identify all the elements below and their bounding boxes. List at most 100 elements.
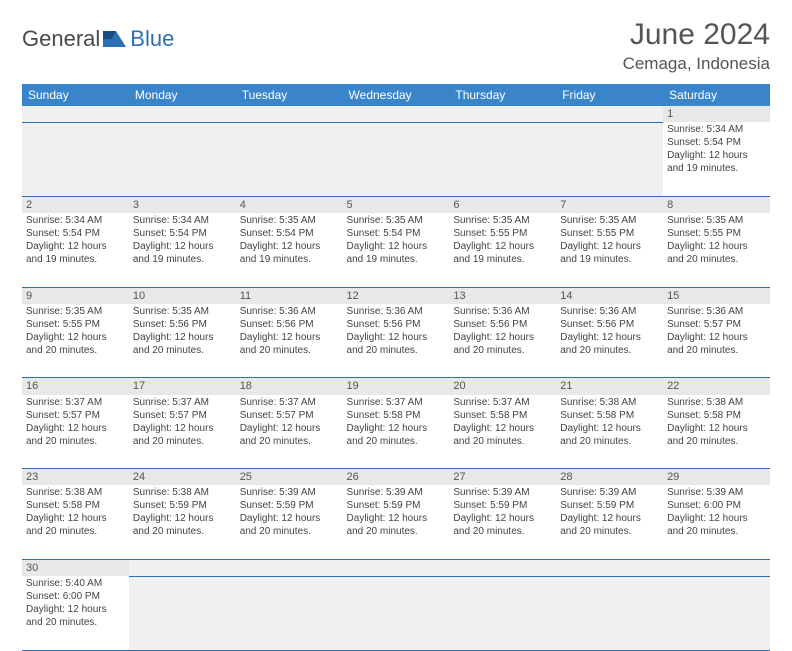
cell-line: Daylight: 12 hours — [560, 422, 659, 435]
cell-line: Daylight: 12 hours — [560, 240, 659, 253]
cell-line: Daylight: 12 hours — [240, 512, 339, 525]
cell-line: Daylight: 12 hours — [667, 512, 766, 525]
cell-line: and 19 minutes. — [667, 162, 766, 175]
cell-line: Sunset: 5:56 PM — [133, 318, 232, 331]
daynum-row: 30 — [22, 559, 770, 576]
cell-line: and 20 minutes. — [26, 616, 125, 629]
cell-line: Sunrise: 5:37 AM — [453, 396, 552, 409]
daynum-row: 1 — [22, 106, 770, 122]
day-cell: Sunrise: 5:40 AMSunset: 6:00 PMDaylight:… — [22, 576, 129, 650]
day-number — [129, 559, 236, 576]
cell-line: and 20 minutes. — [453, 435, 552, 448]
cell-line: Sunrise: 5:36 AM — [347, 305, 446, 318]
logo-text-a: General — [22, 26, 100, 52]
header: General Blue June 2024 Cemaga, Indonesia — [22, 18, 770, 74]
cell-line: Sunrise: 5:39 AM — [240, 486, 339, 499]
logo: General Blue — [22, 26, 174, 52]
week-row: Sunrise: 5:40 AMSunset: 6:00 PMDaylight:… — [22, 576, 770, 650]
day-cell: Sunrise: 5:39 AMSunset: 6:00 PMDaylight:… — [663, 485, 770, 559]
cell-line: Daylight: 12 hours — [347, 240, 446, 253]
day-header: Tuesday — [236, 84, 343, 106]
day-number: 25 — [236, 469, 343, 486]
day-cell — [556, 576, 663, 650]
cell-line: Daylight: 12 hours — [453, 512, 552, 525]
cell-line: Sunset: 5:55 PM — [453, 227, 552, 240]
cell-line: and 20 minutes. — [240, 525, 339, 538]
cell-line: Daylight: 12 hours — [347, 422, 446, 435]
day-cell: Sunrise: 5:39 AMSunset: 5:59 PMDaylight:… — [236, 485, 343, 559]
cell-line: Sunrise: 5:36 AM — [667, 305, 766, 318]
cell-line: and 19 minutes. — [133, 253, 232, 266]
day-number: 18 — [236, 378, 343, 395]
day-header: Wednesday — [343, 84, 450, 106]
cell-line: Daylight: 12 hours — [240, 331, 339, 344]
day-number — [449, 559, 556, 576]
day-number: 7 — [556, 196, 663, 213]
day-cell: Sunrise: 5:34 AMSunset: 5:54 PMDaylight:… — [129, 213, 236, 287]
cell-line: Sunset: 5:56 PM — [240, 318, 339, 331]
day-cell: Sunrise: 5:39 AMSunset: 5:59 PMDaylight:… — [343, 485, 450, 559]
day-number: 28 — [556, 469, 663, 486]
cell-line: Sunrise: 5:35 AM — [453, 214, 552, 227]
cell-line: Sunset: 5:59 PM — [560, 499, 659, 512]
cell-line: Sunrise: 5:37 AM — [133, 396, 232, 409]
week-row: Sunrise: 5:34 AMSunset: 5:54 PMDaylight:… — [22, 213, 770, 287]
cell-line: Daylight: 12 hours — [26, 331, 125, 344]
day-cell: Sunrise: 5:36 AMSunset: 5:56 PMDaylight:… — [556, 304, 663, 378]
day-cell: Sunrise: 5:39 AMSunset: 5:59 PMDaylight:… — [556, 485, 663, 559]
day-number: 15 — [663, 287, 770, 304]
cell-line: Sunset: 5:54 PM — [133, 227, 232, 240]
day-cell — [236, 122, 343, 196]
cell-line: and 20 minutes. — [133, 435, 232, 448]
day-header: Monday — [129, 84, 236, 106]
cell-line: and 20 minutes. — [133, 525, 232, 538]
day-cell: Sunrise: 5:35 AMSunset: 5:55 PMDaylight:… — [22, 304, 129, 378]
cell-line: Sunset: 5:56 PM — [560, 318, 659, 331]
daynum-row: 9101112131415 — [22, 287, 770, 304]
day-header: Thursday — [449, 84, 556, 106]
cell-line: and 20 minutes. — [240, 344, 339, 357]
cell-line: Sunset: 5:55 PM — [560, 227, 659, 240]
day-cell: Sunrise: 5:37 AMSunset: 5:57 PMDaylight:… — [22, 395, 129, 469]
cell-line: Daylight: 12 hours — [26, 422, 125, 435]
cell-line: and 20 minutes. — [667, 253, 766, 266]
cell-line: Sunset: 5:57 PM — [667, 318, 766, 331]
day-number: 24 — [129, 469, 236, 486]
cell-line: Daylight: 12 hours — [240, 240, 339, 253]
cell-line: Sunrise: 5:35 AM — [26, 305, 125, 318]
day-number: 16 — [22, 378, 129, 395]
day-cell: Sunrise: 5:38 AMSunset: 5:59 PMDaylight:… — [129, 485, 236, 559]
day-number: 27 — [449, 469, 556, 486]
day-cell: Sunrise: 5:35 AMSunset: 5:54 PMDaylight:… — [236, 213, 343, 287]
cell-line: Sunrise: 5:39 AM — [667, 486, 766, 499]
cell-line: Daylight: 12 hours — [133, 512, 232, 525]
day-cell — [556, 122, 663, 196]
day-cell: Sunrise: 5:38 AMSunset: 5:58 PMDaylight:… — [663, 395, 770, 469]
day-cell: Sunrise: 5:36 AMSunset: 5:56 PMDaylight:… — [449, 304, 556, 378]
cell-line: Sunset: 5:57 PM — [240, 409, 339, 422]
cell-line: Sunrise: 5:39 AM — [453, 486, 552, 499]
day-number — [343, 559, 450, 576]
day-cell: Sunrise: 5:35 AMSunset: 5:55 PMDaylight:… — [556, 213, 663, 287]
day-number: 3 — [129, 196, 236, 213]
day-number — [22, 106, 129, 122]
cell-line: and 19 minutes. — [453, 253, 552, 266]
cell-line: and 20 minutes. — [453, 344, 552, 357]
cell-line: Sunrise: 5:36 AM — [453, 305, 552, 318]
day-number: 4 — [236, 196, 343, 213]
day-cell: Sunrise: 5:35 AMSunset: 5:56 PMDaylight:… — [129, 304, 236, 378]
cell-line: Daylight: 12 hours — [347, 331, 446, 344]
flag-icon — [102, 29, 128, 49]
day-number: 29 — [663, 469, 770, 486]
cell-line: Daylight: 12 hours — [133, 422, 232, 435]
day-cell: Sunrise: 5:36 AMSunset: 5:56 PMDaylight:… — [236, 304, 343, 378]
day-number: 9 — [22, 287, 129, 304]
cell-line: Sunrise: 5:38 AM — [133, 486, 232, 499]
cell-line: and 20 minutes. — [26, 435, 125, 448]
cell-line: Daylight: 12 hours — [453, 240, 552, 253]
day-header: Sunday — [22, 84, 129, 106]
day-number — [236, 559, 343, 576]
title-block: June 2024 Cemaga, Indonesia — [623, 18, 770, 74]
cell-line: Sunset: 5:59 PM — [240, 499, 339, 512]
day-number: 14 — [556, 287, 663, 304]
